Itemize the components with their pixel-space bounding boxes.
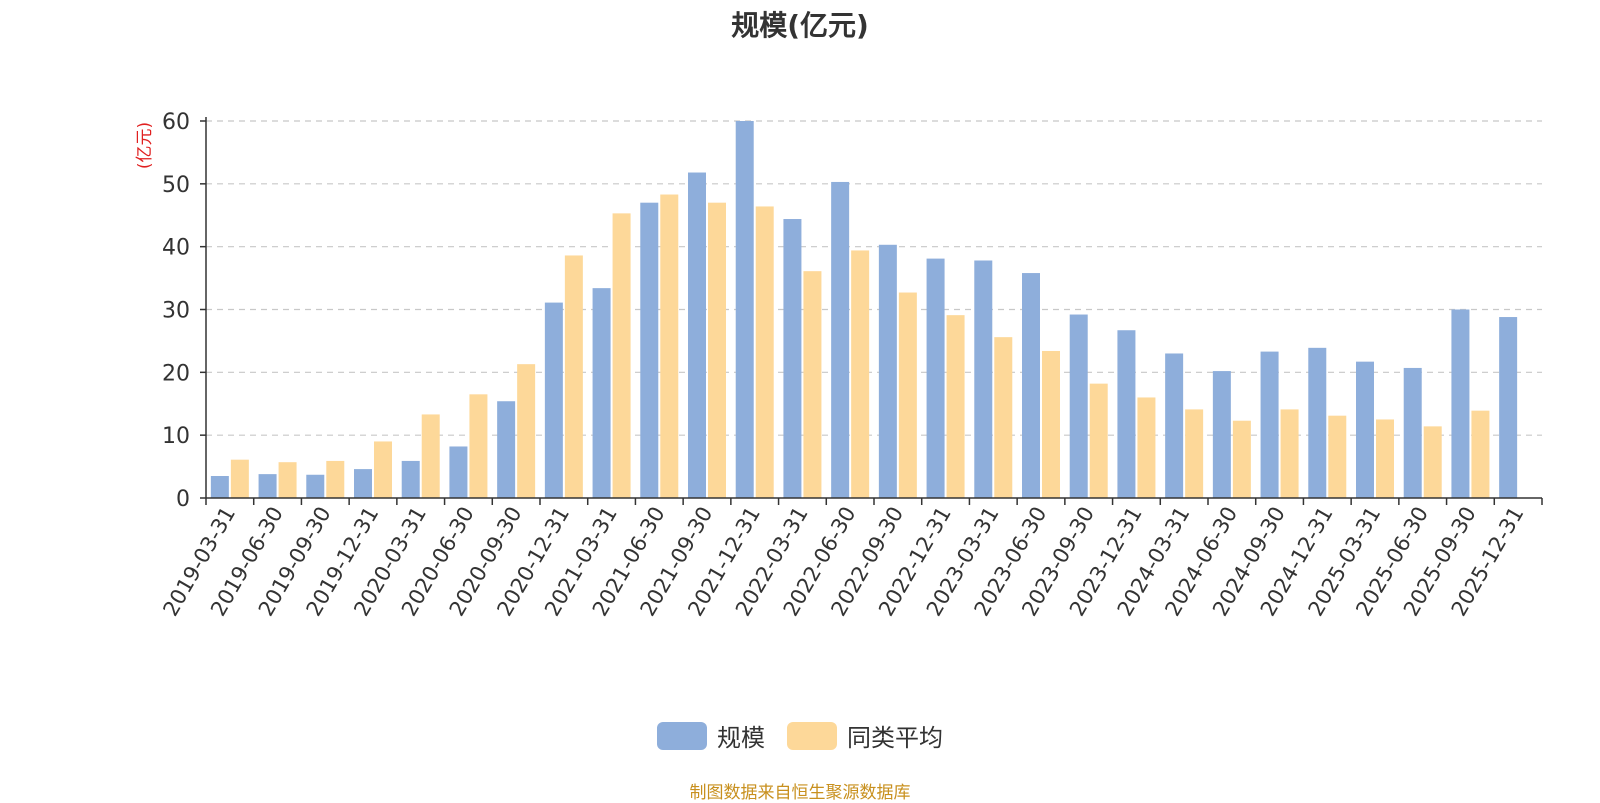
bar-scale xyxy=(926,258,945,498)
legend-swatch-scale xyxy=(657,721,707,750)
bar-scale xyxy=(258,474,277,498)
bar-peer-average xyxy=(1232,420,1251,498)
bar-scale xyxy=(878,244,897,498)
bar-peer-average xyxy=(1328,415,1347,498)
y-tick-label: 40 xyxy=(162,236,190,261)
bar-scale xyxy=(640,202,659,498)
bar-scale xyxy=(592,288,611,498)
bar-peer-average xyxy=(374,441,392,498)
bar-scale xyxy=(1403,367,1422,498)
source-note: 制图数据来自恒生聚源数据库 xyxy=(689,783,911,803)
bar-peer-average xyxy=(1376,419,1394,498)
bar-scale xyxy=(1260,351,1279,498)
bar-peer-average xyxy=(564,255,583,498)
bar-scale xyxy=(1069,314,1088,498)
y-tick-label: 50 xyxy=(162,173,190,198)
bar-peer-average xyxy=(612,213,631,499)
bar-scale xyxy=(974,260,993,498)
legend-label-peer-average: 同类平均 xyxy=(847,724,943,752)
bar-scale xyxy=(401,460,420,498)
bar-peer-average xyxy=(994,337,1013,498)
bar-scale xyxy=(688,172,706,499)
bar-scale xyxy=(831,181,850,498)
y-axis-label: (亿元) xyxy=(135,122,155,169)
legend-label-scale: 规模 xyxy=(717,724,765,752)
bar-peer-average xyxy=(517,364,536,498)
legend: 规模 同类平均 xyxy=(0,718,1600,753)
bar-scale xyxy=(1117,330,1136,498)
y-tick-label: 60 xyxy=(162,110,190,135)
grid-lines xyxy=(206,120,1542,436)
bar-scale xyxy=(354,469,372,498)
y-tick-label: 20 xyxy=(162,361,190,386)
bar-scale xyxy=(1165,353,1184,498)
bar-scale xyxy=(210,476,229,498)
bar-peer-average xyxy=(1423,426,1442,498)
bar-scale xyxy=(1022,273,1040,498)
legend-item-scale[interactable]: 规模 xyxy=(657,718,765,753)
bar-peer-average xyxy=(230,459,249,498)
bar-peer-average xyxy=(946,315,965,498)
bar-peer-average xyxy=(1042,350,1060,498)
bar-scale xyxy=(735,121,754,498)
bar-peer-average xyxy=(1089,383,1108,498)
bar-scale xyxy=(497,401,516,498)
axes xyxy=(200,117,1543,505)
y-tick-label: 0 xyxy=(176,487,190,512)
bar-peer-average xyxy=(803,271,822,498)
bar-scale xyxy=(544,302,563,498)
bar-scale xyxy=(783,219,802,498)
bar-peer-average xyxy=(851,250,870,498)
bar-peer-average xyxy=(898,292,917,498)
chart-title: 规模(亿元) xyxy=(731,9,869,42)
bar-peer-average xyxy=(1185,409,1204,498)
legend-item-peer-average[interactable]: 同类平均 xyxy=(787,718,943,753)
bars xyxy=(210,121,1518,499)
bar-peer-average xyxy=(278,462,297,498)
bar-peer-average xyxy=(1137,397,1156,498)
bar-scale xyxy=(306,474,325,498)
bar-peer-average xyxy=(755,206,774,498)
y-tick-label: 10 xyxy=(162,424,190,449)
bar-peer-average xyxy=(469,394,488,498)
bar-scale xyxy=(1212,371,1231,498)
bar-peer-average xyxy=(708,202,726,498)
bar-scale xyxy=(1308,347,1327,498)
bar-scale xyxy=(1356,361,1374,498)
bar-peer-average xyxy=(326,460,345,498)
y-tick-label: 30 xyxy=(162,299,190,324)
bar-peer-average xyxy=(1471,410,1490,498)
legend-swatch-peer-average xyxy=(787,721,837,750)
bar-peer-average xyxy=(660,194,679,498)
bar-scale xyxy=(449,446,468,498)
bar-peer-average xyxy=(421,414,440,498)
bar-scale xyxy=(1451,309,1470,498)
bar-peer-average xyxy=(1280,409,1299,498)
bar-scale xyxy=(1499,317,1518,498)
